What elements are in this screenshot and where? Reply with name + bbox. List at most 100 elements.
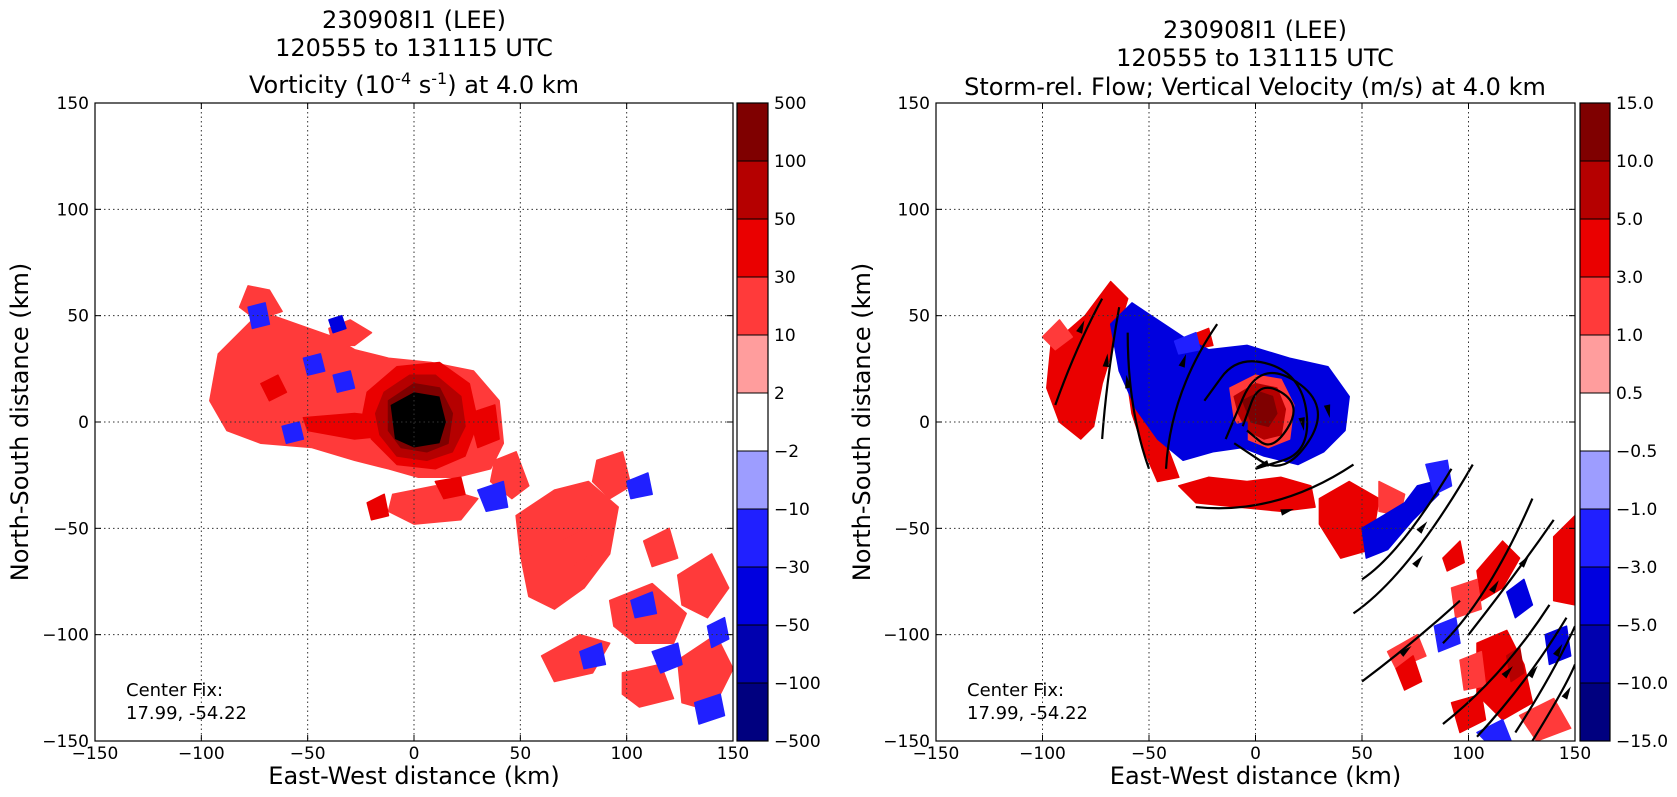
contour-patch xyxy=(260,374,288,402)
contour-patch xyxy=(651,642,683,674)
contour-patch xyxy=(1552,514,1575,606)
chart-title-line: Vorticity (10-4 s-1) at 4.0 km xyxy=(249,69,579,99)
streamline-arrow xyxy=(1412,555,1424,568)
colorbar-frame xyxy=(736,102,769,742)
contour-patch xyxy=(332,370,356,393)
colorbar-swatch xyxy=(737,161,768,219)
colorbar-swatch xyxy=(737,683,768,741)
y-tick-label: 50 xyxy=(908,307,930,327)
colorbar-swatch xyxy=(1580,277,1610,335)
contour-patch xyxy=(1450,693,1487,734)
y-tick-label: 150 xyxy=(898,94,930,114)
streamline-arrow xyxy=(1553,643,1563,658)
streamline-arrow xyxy=(1323,404,1331,419)
colorbar-swatch xyxy=(737,335,768,393)
streamline xyxy=(1361,468,1453,581)
center-fix-annotation: 17.99, -54.22 xyxy=(967,703,1088,724)
streamline xyxy=(1054,298,1104,406)
colorbar-swatch xyxy=(1580,219,1610,277)
contour-patch xyxy=(390,392,446,448)
x-tick-label: −50 xyxy=(290,744,326,764)
colorbar-swatch xyxy=(737,393,768,451)
y-tick-label: 0 xyxy=(919,413,930,433)
plot-data xyxy=(1041,280,1575,741)
panel-1: −150 −100 −50 0 50 100 150−150−100−50050100150… xyxy=(6,6,821,790)
x-tick-label: 150 xyxy=(717,744,749,764)
streamline-arrow xyxy=(1076,320,1085,334)
contour-patch xyxy=(693,693,726,725)
y-tick-label: −50 xyxy=(894,519,930,539)
colorbar-label: −10 xyxy=(774,500,810,520)
streamline xyxy=(1352,463,1474,615)
contour-patch xyxy=(247,302,271,330)
title-text: ) at 4.0 km xyxy=(447,71,579,99)
contour-patch xyxy=(625,472,653,500)
colorbar-swatch xyxy=(1580,625,1610,683)
contour-patch xyxy=(1476,718,1512,741)
colorbar-label: −10.0 xyxy=(1616,674,1668,694)
colorbar-swatch xyxy=(737,625,768,683)
center-fix-annotation: Center Fix: xyxy=(126,680,223,701)
colorbar-swatch xyxy=(737,103,768,161)
chart-title-line: Storm-rel. Flow; Vertical Velocity (m/s)… xyxy=(964,73,1546,101)
colorbar-label: −30 xyxy=(774,558,810,578)
streamline-arrow xyxy=(1255,460,1270,468)
y-axis-label: North-South distance (km) xyxy=(6,263,34,582)
contour-patch xyxy=(1041,319,1074,351)
colorbar-label: 10 xyxy=(774,326,796,346)
streamline-arrow xyxy=(1399,645,1412,657)
contour-patch xyxy=(434,476,466,500)
streamline xyxy=(1476,617,1568,738)
colorbar-frame xyxy=(1579,102,1611,742)
colorbar-swatch xyxy=(737,567,768,625)
colorbar-swatch xyxy=(1580,393,1610,451)
y-tick-label: 0 xyxy=(78,413,89,433)
contour-patch xyxy=(706,616,730,649)
center-fix-annotation: Center Fix: xyxy=(967,680,1064,701)
streamline xyxy=(1467,519,1555,636)
chart-title-line: 120555 to 131115 UTC xyxy=(1116,44,1394,72)
colorbar-label: 50 xyxy=(774,210,796,230)
colorbar-swatch xyxy=(1580,335,1610,393)
colorbar-label: 500 xyxy=(774,94,806,114)
colorbar-label: 30 xyxy=(774,268,796,288)
colorbar-swatch xyxy=(1580,567,1610,625)
x-tick-label: −150 xyxy=(72,744,119,764)
x-axis-label: East-West distance (km) xyxy=(1110,762,1401,790)
streamline-arrow xyxy=(1518,555,1530,568)
colorbar-label: 10.0 xyxy=(1616,152,1654,172)
contour-patch xyxy=(579,642,607,670)
chart-title-line: 230908I1 (LEE) xyxy=(322,6,506,34)
contour-patch xyxy=(281,421,305,445)
contour-patch xyxy=(1046,280,1129,440)
contour-patch xyxy=(328,314,347,334)
x-tick-label: 150 xyxy=(1559,744,1591,764)
colorbar-label: −2 xyxy=(774,442,799,462)
contour-patch xyxy=(1450,578,1483,619)
x-tick-label: −50 xyxy=(1131,744,1167,764)
colorbar-swatch xyxy=(1580,103,1610,161)
colorbar-swatch xyxy=(1580,509,1610,567)
contour-patch xyxy=(1395,655,1423,691)
streamline-arrow xyxy=(1561,686,1571,700)
y-tick-label: 50 xyxy=(67,307,89,327)
contour-patch xyxy=(1178,476,1316,513)
center-fix-annotation: 17.99, -54.22 xyxy=(126,703,247,724)
x-tick-label: −100 xyxy=(178,744,225,764)
plot-data xyxy=(209,285,733,725)
colorbar-swatch xyxy=(737,451,768,509)
contour-patch xyxy=(1229,421,1248,445)
y-tick-label: 150 xyxy=(57,94,89,114)
colorbar-label: 3.0 xyxy=(1616,268,1643,288)
y-tick-label: −150 xyxy=(883,732,930,752)
chart-title-line: 120555 to 131115 UTC xyxy=(275,34,553,62)
streamline-arrow xyxy=(1298,417,1305,431)
contour-patch xyxy=(591,451,632,500)
colorbar-label: −0.5 xyxy=(1616,442,1657,462)
x-tick-label: 0 xyxy=(1250,744,1261,764)
colorbar-label: 2 xyxy=(774,384,785,404)
title-text: Vorticity (10 xyxy=(249,71,395,99)
colorbar-label: −50 xyxy=(774,616,810,636)
colorbar-label: 15.0 xyxy=(1616,94,1654,114)
streamline xyxy=(1442,498,1534,644)
